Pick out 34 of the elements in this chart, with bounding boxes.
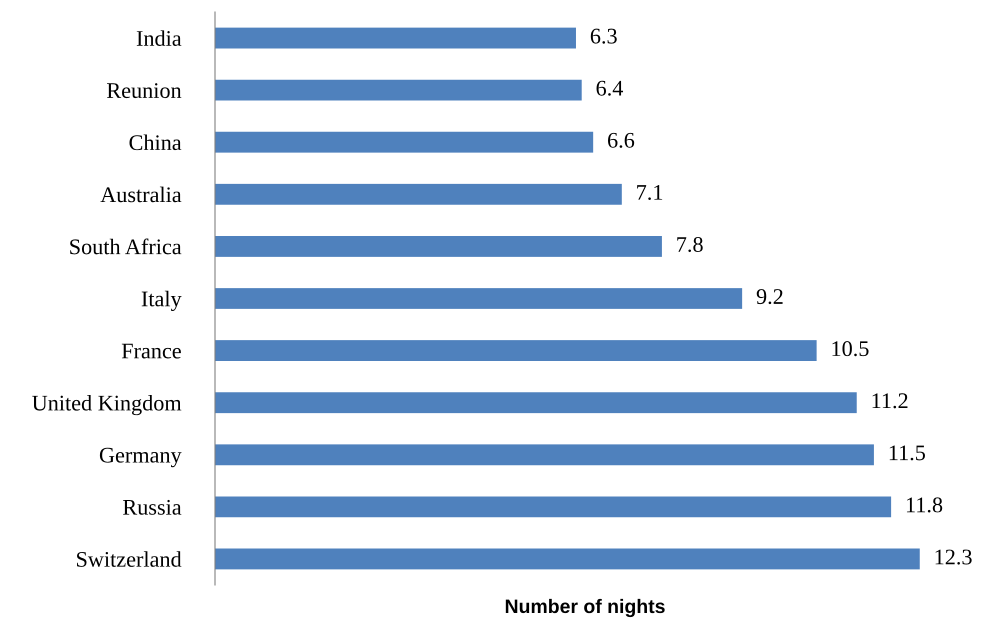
y-tick-label: Switzerland — [77, 551, 182, 567]
bar — [215, 444, 874, 466]
data-label: 7.1 — [637, 184, 662, 200]
data-label: 10.5 — [832, 341, 869, 356]
y-tick-label: Germany — [100, 448, 182, 468]
bar — [215, 80, 582, 101]
data-label: 6.3 — [590, 28, 617, 44]
bar — [215, 184, 622, 205]
data-label: 6.4 — [596, 80, 624, 96]
y-tick-label: United Kingdom — [32, 394, 182, 416]
y-tick-label: Australia — [100, 186, 182, 202]
data-label: 11.5 — [890, 445, 925, 460]
y-tick-label: India — [136, 30, 182, 46]
y-tick-label: Italy — [142, 290, 182, 312]
x-axis-title: Number of nights — [506, 598, 665, 618]
y-tick-label: France — [122, 344, 181, 359]
data-label: 11.2 — [872, 393, 908, 408]
bar — [215, 132, 594, 153]
bar — [215, 28, 576, 48]
bar — [215, 496, 892, 518]
bar — [215, 236, 662, 257]
bar — [215, 340, 817, 362]
data-label: 9.2 — [756, 289, 783, 304]
bar — [215, 288, 742, 309]
y-tick-label: China — [129, 134, 182, 150]
y-tick-label: South Africa — [70, 238, 182, 254]
bar — [215, 392, 857, 414]
data-label: 12.3 — [936, 550, 972, 565]
y-tick-label: Reunion — [107, 83, 182, 98]
data-label: 6.6 — [608, 132, 634, 148]
data-label: 11.8 — [906, 497, 942, 513]
data-label: 7.8 — [677, 236, 703, 252]
y-tick-label: Russia — [123, 500, 182, 515]
bar — [215, 548, 920, 570]
